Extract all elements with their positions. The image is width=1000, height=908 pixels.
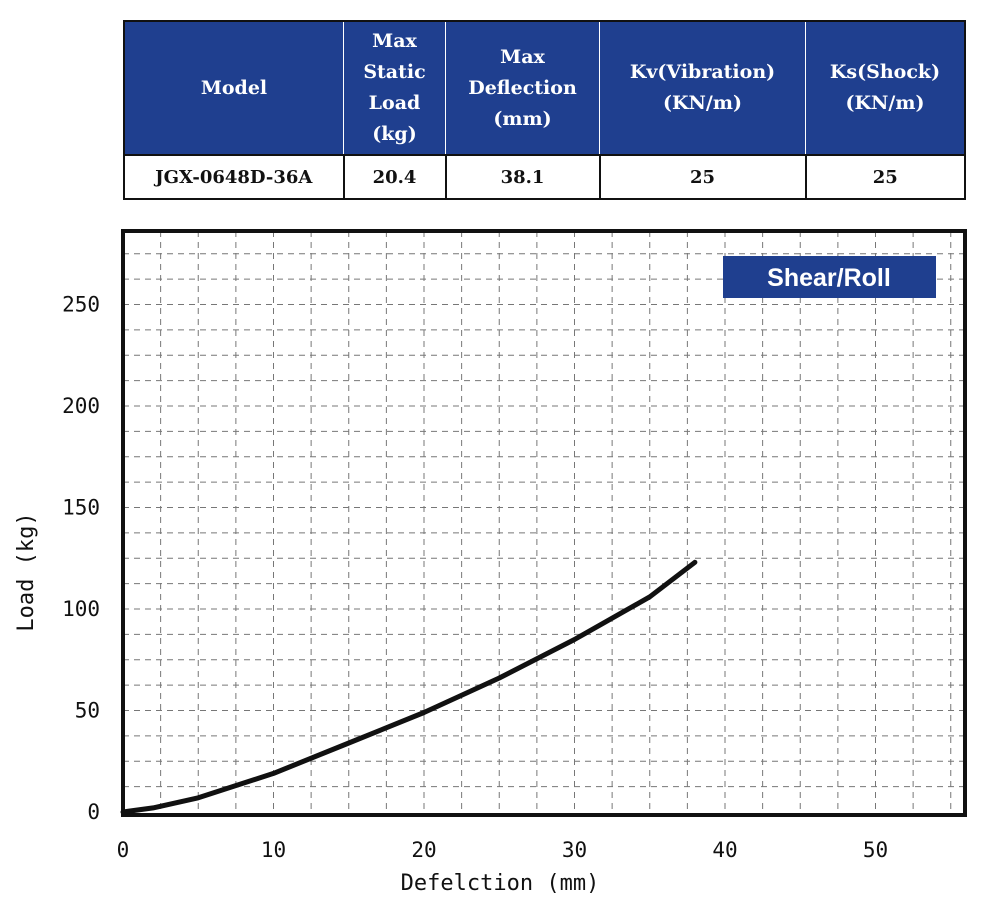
cell-kv: 25 (598, 154, 807, 200)
header-line: (kg) (372, 123, 417, 145)
x-tick-label: 50 (863, 838, 888, 862)
header-line: (KN/m) (845, 92, 925, 114)
header-line: Max (500, 45, 545, 68)
cell-max-static-load: 20.4 (342, 154, 447, 200)
badge-background (723, 256, 936, 298)
x-tick-label: 30 (562, 838, 587, 862)
y-axis-title: Load (kg) (14, 512, 39, 631)
plot-frame (121, 229, 967, 817)
header-ks-shock: Ks(Shock) (KN/m) (805, 20, 966, 156)
header-max-deflection: Max Deflection (mm) (445, 20, 600, 156)
header-kv-vibration: Kv(Vibration) (KN/m) (599, 20, 806, 156)
x-tick-label: 10 (261, 838, 286, 862)
chart-type-badge: Shear/Roll (723, 256, 936, 298)
y-tick-label: 250 (62, 293, 100, 317)
series-layer (120, 559, 698, 815)
y-tick-label: 200 (62, 394, 100, 418)
header-line: Static (363, 61, 426, 83)
x-tick-label: 40 (712, 838, 737, 862)
y-tick-label: 50 (75, 699, 100, 723)
header-model-line: Model (200, 76, 268, 99)
cell-model: JGX-0648D-36A (123, 154, 345, 200)
y-tick-labels: 0 50 100 150 200 250 (62, 293, 100, 825)
y-tick-label: 100 (62, 597, 100, 621)
cell-max-deflection: 38.1 (444, 154, 601, 200)
x-tick-label: 0 (117, 838, 130, 862)
x-tick-labels: 0 10 20 30 40 50 (117, 838, 888, 862)
badge-label: Shear/Roll (767, 264, 891, 292)
spec-table: Model Max Static Load (kg) Max Deflectio… (123, 20, 966, 200)
header-line: (KN/m) (663, 92, 742, 114)
chart-grid (123, 231, 965, 815)
y-tick-label: 0 (87, 800, 100, 824)
y-tick-label: 150 (62, 496, 100, 520)
header-line: Ks(Shock) (829, 61, 941, 83)
series-line (120, 559, 698, 815)
spec-table-header-row: Model Max Static Load (kg) Max Deflectio… (123, 20, 966, 156)
header-line: Load (368, 92, 421, 114)
x-axis-title: Defelction (mm) (401, 871, 600, 896)
header-line: (mm) (493, 107, 552, 130)
cell-ks: 25 (804, 154, 966, 200)
header-line: Deflection (468, 76, 577, 99)
header-model: Model (123, 20, 344, 156)
header-line: Max (372, 30, 417, 52)
spec-table-data-row: JGX-0648D-36A 20.4 38.1 25 25 (123, 154, 966, 200)
x-tick-label: 20 (411, 838, 436, 862)
header-line: Kv(Vibration) (629, 61, 776, 83)
